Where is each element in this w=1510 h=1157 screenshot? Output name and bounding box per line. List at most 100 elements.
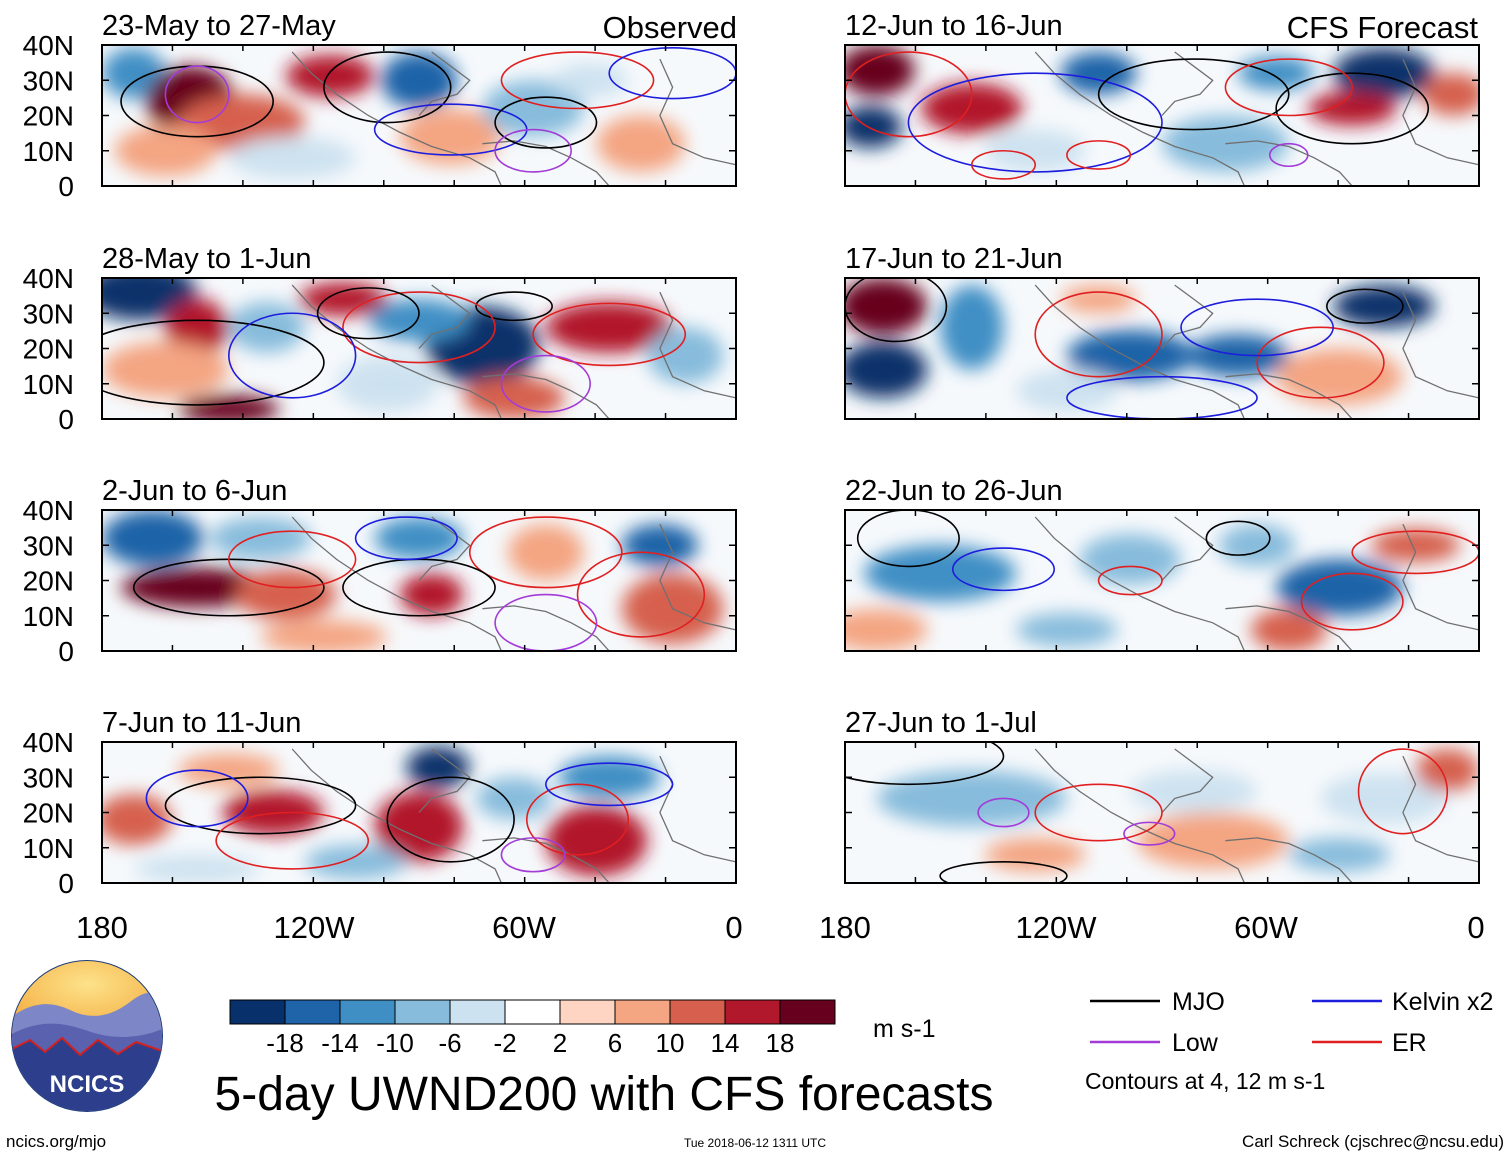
coastline — [1402, 291, 1479, 399]
anomaly-blob — [845, 608, 928, 651]
lat-label: 40N — [23, 495, 74, 526]
legend-label-kelvin: Kelvin x2 — [1392, 988, 1493, 1016]
panel-period-title: 27-Jun to 1-Jul — [845, 707, 1037, 739]
contour-line — [494, 128, 572, 173]
coastline — [1402, 523, 1479, 631]
contour-line — [845, 742, 1005, 786]
anomaly-blob — [374, 791, 464, 862]
anomaly-blob — [368, 299, 470, 342]
anomaly-blob — [102, 794, 172, 845]
anomaly-blob — [1136, 812, 1289, 869]
contour-line — [228, 530, 357, 589]
contour-line — [468, 516, 623, 589]
contour-line — [951, 547, 1056, 592]
colorbar: -18 -14 -10 -6 -2 2 6 10 14 18 — [229, 999, 836, 1058]
colorbar-tick-label: 14 — [711, 1028, 740, 1058]
map-panel: 40N 30N 20N 10N 0 23-May to 27-May — [23, 10, 737, 202]
contour-line — [1097, 565, 1163, 596]
anomaly-blob — [165, 299, 229, 356]
coastline — [1161, 516, 1214, 581]
anomaly-blob — [552, 63, 629, 98]
contour-line — [845, 278, 948, 343]
lon-label: 120W — [274, 910, 356, 945]
map-panel: 40N 30N 20N 10N 0 7-Jun to 11-Jun — [23, 707, 737, 899]
anomaly-blob — [228, 136, 356, 179]
anomaly-blob — [133, 854, 261, 883]
anomaly-blob — [260, 619, 388, 651]
coastline — [1225, 837, 1353, 883]
coastline — [1402, 755, 1479, 863]
contour-line — [970, 149, 1036, 180]
panel-period-title: 2-Jun to 6-Jun — [102, 475, 287, 507]
panel-period-title: 28-May to 1-Jun — [102, 243, 312, 275]
contour-line — [342, 291, 496, 364]
coastline — [659, 523, 736, 631]
contour-line — [1275, 72, 1430, 145]
anomaly-blob — [984, 837, 1086, 872]
contour-line — [1268, 142, 1309, 168]
contour-line — [386, 776, 515, 863]
anomaly-blob — [845, 105, 903, 148]
panel-period-title: 7-Jun to 11-Jun — [102, 707, 301, 739]
anomaly-blob — [845, 341, 928, 398]
contour-line — [1300, 572, 1404, 631]
lat-label: 10N — [23, 601, 74, 632]
coastline — [482, 140, 610, 186]
contour-line — [1097, 58, 1290, 131]
colorbar-tick-label: 2 — [553, 1028, 567, 1058]
lat-label: 30N — [23, 530, 74, 561]
colorbar-tick-label: -18 — [266, 1028, 304, 1058]
lat-label: 20N — [23, 334, 74, 365]
anomaly-blob — [1187, 334, 1289, 377]
map-panel: 17-Jun to 21-Jun — [844, 243, 1480, 420]
colorbar-tick-label: 18 — [766, 1028, 795, 1058]
anomaly-blob — [545, 301, 673, 353]
contour-line — [845, 51, 973, 138]
colorbar-swatch — [504, 999, 561, 1025]
contour-line — [907, 72, 1163, 173]
contour-line — [500, 354, 591, 413]
anomaly-field — [102, 47, 686, 179]
anomaly-blob — [596, 115, 686, 172]
coastline — [482, 605, 610, 651]
panel-period-title: 12-Jun to 16-Jun — [845, 10, 1063, 42]
lat-label: 20N — [23, 101, 74, 132]
contour-line — [1256, 326, 1385, 399]
anomaly-blob — [1066, 330, 1194, 381]
colorbar-swatch — [724, 999, 781, 1025]
coastline — [418, 284, 471, 349]
map-panel: 40N 30N 20N 10N 0 28-May to 1-Jun — [23, 243, 737, 435]
footer-credit: Carl Schreck (cjschrec@ncsu.edu) — [1242, 1132, 1504, 1151]
anomaly-blob — [1421, 73, 1479, 116]
anomaly-blob — [845, 45, 915, 96]
contour-line — [1357, 748, 1449, 835]
anomaly-blob — [1238, 56, 1315, 91]
coastline — [418, 748, 471, 813]
longitude-axis-left: 180 120W 60W 0 — [76, 910, 742, 945]
contour-line — [1224, 58, 1354, 117]
contour-line — [977, 797, 1030, 828]
contour-line — [215, 811, 370, 870]
coastline — [418, 516, 471, 581]
anomaly-blob — [1276, 348, 1403, 405]
coastline — [418, 51, 471, 116]
anomaly-blob — [1219, 524, 1296, 567]
anomaly-blob — [864, 545, 1017, 602]
anomaly-blob — [558, 756, 660, 799]
lon-label: 60W — [1234, 910, 1298, 945]
panel-period-title: 17-Jun to 21-Jun — [845, 243, 1063, 275]
lat-label: 30N — [23, 298, 74, 329]
coastline — [291, 748, 502, 883]
anomaly-blob — [476, 777, 553, 820]
coastline — [1161, 284, 1214, 349]
anomaly-blob — [507, 524, 584, 581]
anomaly-blob — [621, 524, 698, 567]
contour-line — [1180, 298, 1334, 357]
legend-note: Contours at 4, 12 m s-1 — [1085, 1068, 1325, 1094]
anomaly-blob — [285, 54, 375, 98]
footer-url[interactable]: ncics.org/mjo — [6, 1132, 106, 1151]
lat-label: 30N — [23, 762, 74, 793]
anomaly-blob — [1060, 285, 1137, 314]
anomaly-field — [876, 749, 1479, 872]
